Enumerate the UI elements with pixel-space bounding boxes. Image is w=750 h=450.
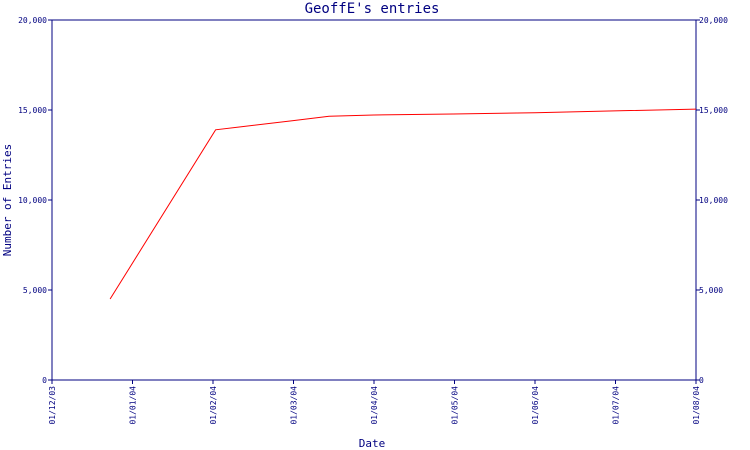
x-tick-label: 01/07/04 [612,386,621,425]
series-line [109,108,697,300]
x-axis-ticks: 01/12/03 01/01/04 01/02/04 01/03/04 01/04/04… [48,380,701,425]
y-tick-label-right: 20,000 [699,16,728,25]
series-layer [109,108,697,300]
chart-title: GeoffE's entries [305,1,440,17]
y-axis-ticks: 0 0 5,000 5,000 10,000 10,000 15,000 15,000 20,0… [18,16,728,385]
x-tick-label: 01/12/03 [48,386,57,425]
y-tick-label-left: 20,000 [18,16,47,25]
y-axis-label: Number of Entries [1,144,14,257]
y-tick-label-left: 10,000 [18,196,47,205]
x-tick-label: 01/08/04 [692,386,701,425]
x-tick-label: 01/01/04 [129,386,138,425]
y-tick-label-right: 5,000 [699,286,723,295]
plot-frame [51,19,697,381]
x-tick-label: 01/06/04 [531,386,540,425]
y-tick-label-right: 0 [699,376,704,385]
y-tick-label-left: 15,000 [18,106,47,115]
x-tick-label: 01/02/04 [209,386,218,425]
x-tick-label: 01/05/04 [451,386,460,425]
y-tick-label-right: 15,000 [699,106,728,115]
x-tick-label: 01/03/04 [290,386,299,425]
y-tick-label-right: 10,000 [699,196,728,205]
x-tick-label: 01/04/04 [370,386,379,425]
y-tick-label-left: 0 [42,376,47,385]
x-axis-label: Date [359,437,386,450]
y-tick-label-left: 5,000 [23,286,47,295]
